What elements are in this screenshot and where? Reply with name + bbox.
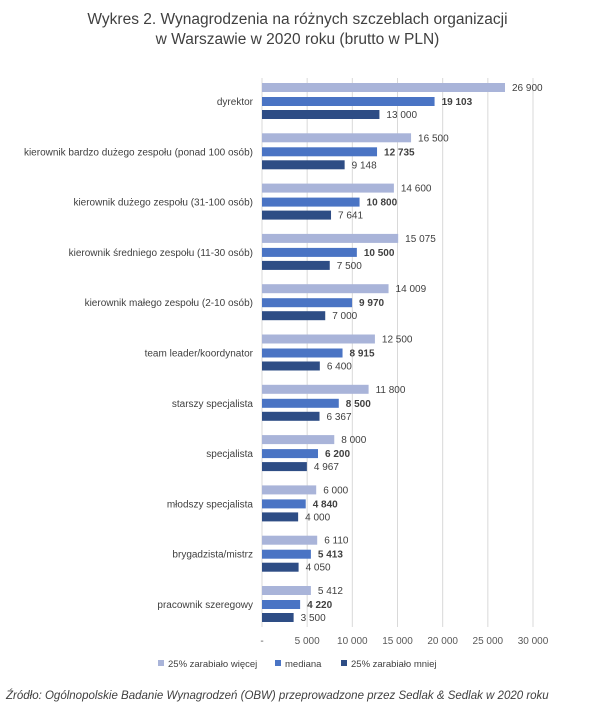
category-label: team leader/koordynator	[145, 349, 254, 360]
bar	[262, 600, 301, 609]
category-label: brygadzista/mistrz	[172, 550, 253, 561]
bar	[262, 284, 389, 294]
x-tick-label: 25 000	[473, 636, 504, 647]
data-label: 5 412	[318, 586, 343, 597]
bar	[262, 361, 320, 371]
data-label: 16 500	[418, 133, 449, 144]
source-note: Źródło: Ogólnopolskie Badanie Wynagrodze…	[6, 690, 549, 702]
category-label: młodszy specjalista	[167, 499, 254, 510]
data-label: 4 000	[305, 512, 330, 523]
bar	[262, 462, 307, 472]
bar	[262, 183, 394, 193]
bar	[262, 334, 375, 344]
data-label: 7 641	[338, 211, 363, 222]
bar	[262, 512, 299, 522]
bar	[262, 298, 353, 308]
bar	[262, 348, 343, 358]
bar	[262, 499, 306, 509]
bar	[262, 535, 318, 545]
data-label: 7 000	[332, 311, 357, 322]
data-label: 4 840	[313, 499, 338, 510]
bar	[262, 160, 345, 170]
bar	[262, 562, 299, 572]
bar	[262, 384, 369, 394]
data-label: 19 103	[442, 97, 473, 108]
x-tick-label: 30 000	[518, 636, 549, 647]
data-label: 12 735	[384, 147, 415, 158]
x-tick-label: 10 000	[337, 636, 368, 647]
category-label: specjalista	[206, 449, 253, 460]
bar	[262, 97, 435, 106]
data-label: 6 200	[325, 449, 350, 460]
data-label: 14 600	[401, 184, 432, 195]
x-tick-label: 20 000	[427, 636, 458, 647]
bar	[262, 586, 311, 595]
x-tick-label: 5 000	[295, 636, 320, 647]
data-label: 15 075	[405, 234, 436, 245]
data-label: 6 400	[327, 362, 352, 373]
legend-swatch	[275, 660, 281, 666]
data-label: 11 800	[376, 385, 406, 396]
data-label: 5 413	[318, 550, 343, 561]
bar	[262, 485, 317, 495]
bar	[262, 247, 357, 257]
data-label: 8 500	[346, 399, 371, 410]
bar	[262, 197, 360, 207]
category-label: dyrektor	[217, 97, 254, 108]
x-tick-label: -	[260, 636, 263, 647]
data-label: 10 500	[364, 248, 395, 259]
category-label: kierownik małego zespołu (2-10 osób)	[85, 298, 253, 309]
data-label: 12 500	[382, 335, 413, 346]
data-label: 6 367	[327, 412, 352, 423]
data-label: 26 900	[512, 83, 543, 94]
bar	[262, 435, 335, 445]
bar	[262, 411, 320, 421]
data-label: 3 500	[301, 613, 326, 624]
bar	[262, 147, 378, 157]
bar	[262, 83, 505, 92]
data-label: 4 050	[306, 563, 331, 574]
bar	[262, 133, 412, 143]
data-label: 10 800	[367, 198, 398, 209]
category-label: kierownik średniego zespołu (11-30 osób)	[69, 248, 253, 259]
bar	[262, 613, 294, 622]
data-label: 13 000	[386, 110, 417, 121]
chart-title-line-2: w Warszawie w 2020 roku (brutto w PLN)	[155, 31, 440, 48]
data-label: 6 000	[323, 485, 348, 496]
category-label: starszy specjalista	[172, 399, 254, 410]
data-label: 7 500	[337, 261, 362, 272]
data-label: 9 970	[359, 298, 384, 309]
x-tick-label: 15 000	[382, 636, 413, 647]
bar	[262, 210, 332, 220]
bar	[262, 549, 311, 559]
legend-swatch	[158, 660, 164, 666]
chart-title: Wykres 2. Wynagrodzenia na różnych szcze…	[0, 10, 595, 50]
data-label: 14 009	[396, 284, 427, 295]
bar	[262, 110, 380, 119]
category-label: kierownik dużego zespołu (31-100 osób)	[73, 198, 253, 209]
legend-label: 25% zarabiało mniej	[351, 659, 437, 670]
bar	[262, 233, 399, 243]
data-label: 9 148	[352, 160, 377, 171]
bar	[262, 311, 326, 321]
data-label: 4 967	[314, 462, 339, 473]
bar-chart: - 5 000 10 000 15 000 20 000 25 000 30 000 26 9…	[24, 78, 549, 670]
data-label: 8 000	[341, 435, 366, 446]
category-label: kierownik bardzo dużego zespołu (ponad 1…	[24, 147, 253, 158]
chart-title-line-1: Wykres 2. Wynagrodzenia na różnych szcze…	[87, 11, 508, 28]
legend-label: mediana	[285, 659, 322, 670]
bar	[262, 449, 319, 459]
bar	[262, 398, 339, 408]
data-label: 4 220	[307, 600, 332, 611]
bar	[262, 260, 330, 270]
data-label: 6 110	[324, 536, 349, 547]
category-label: pracownik szeregowy	[157, 600, 253, 611]
data-label: 8 915	[350, 349, 375, 360]
legend-swatch	[341, 660, 347, 666]
legend-label: 25% zarabiało więcej	[168, 659, 257, 670]
